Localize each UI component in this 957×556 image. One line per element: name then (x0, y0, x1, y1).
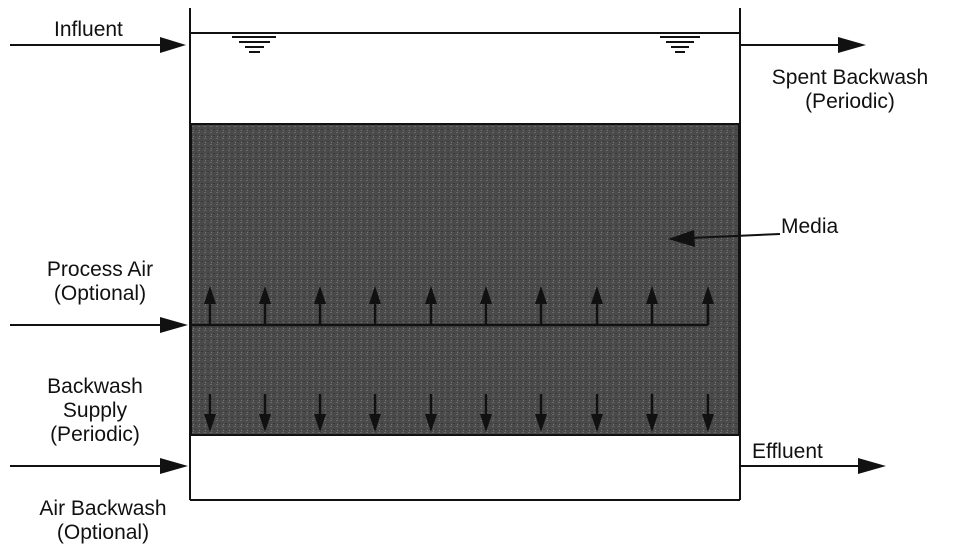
underdrain-arrows-down (204, 394, 714, 432)
underdrain-arrow-down-icon (591, 394, 603, 432)
process-air-line2: (Optional) (53, 282, 147, 305)
spent-backwash-arrow-icon (740, 37, 866, 53)
diffuser-arrow-up-icon (646, 286, 658, 325)
air-backwash-line2: (Optional) (56, 521, 150, 544)
water-level-icon (660, 36, 700, 53)
underdrain-arrow-down-icon (314, 394, 326, 432)
backwash-supply-line3: (Periodic) (50, 423, 140, 446)
diffuser-arrow-up-icon (204, 286, 216, 325)
underdrain-arrow-down-icon (702, 394, 714, 432)
diffuser-arrow-up-icon (591, 286, 603, 325)
diffuser-arrow-up-icon (369, 286, 381, 325)
underdrain-arrow-down-icon (204, 394, 216, 432)
backwash-supply-line2: Supply (62, 399, 128, 422)
effluent-label: Effluent (752, 440, 823, 463)
process-air-label: Process Air (Optional) (10, 258, 190, 306)
water-level-icon (232, 36, 276, 53)
underdrain-arrow-down-icon (535, 394, 547, 432)
diffuser-arrow-up-icon (314, 286, 326, 325)
influent-label: Influent (54, 18, 123, 41)
backwash-supply-line1: Backwash (47, 375, 143, 398)
process-air-arrow-icon (10, 317, 188, 333)
diffuser-arrow-up-icon (480, 286, 492, 325)
spent-backwash-line2: (Periodic) (805, 90, 895, 113)
diffuser-arrows-up (204, 286, 714, 325)
media-bed (190, 123, 740, 436)
effluent-arrow-icon (740, 458, 886, 474)
diffuser-arrow-up-icon (535, 286, 547, 325)
underdrain-arrow-down-icon (369, 394, 381, 432)
underdrain-arrow-down-icon (646, 394, 658, 432)
underdrain-arrow-down-icon (259, 394, 271, 432)
process-air-line1: Process Air (46, 258, 154, 281)
spent-backwash-line1: Spent Backwash (771, 66, 929, 89)
spent-backwash-label: Spent Backwash (Periodic) (745, 66, 955, 114)
diffuser-arrow-up-icon (425, 286, 437, 325)
media-label: Media (781, 215, 839, 238)
diffuser-arrow-up-icon (702, 286, 714, 325)
backwash-supply-arrow-icon (10, 458, 188, 474)
influent-arrow-icon (10, 37, 186, 53)
diffuser-arrow-up-icon (259, 286, 271, 325)
underdrain-arrow-down-icon (425, 394, 437, 432)
air-backwash-line1: Air Backwash (39, 497, 167, 520)
air-backwash-label: Air Backwash (Optional) (8, 497, 198, 545)
backwash-supply-label: Backwash Supply (Periodic) (10, 375, 180, 447)
underdrain-arrow-down-icon (480, 394, 492, 432)
media-pointer-arrow-icon (668, 230, 781, 247)
